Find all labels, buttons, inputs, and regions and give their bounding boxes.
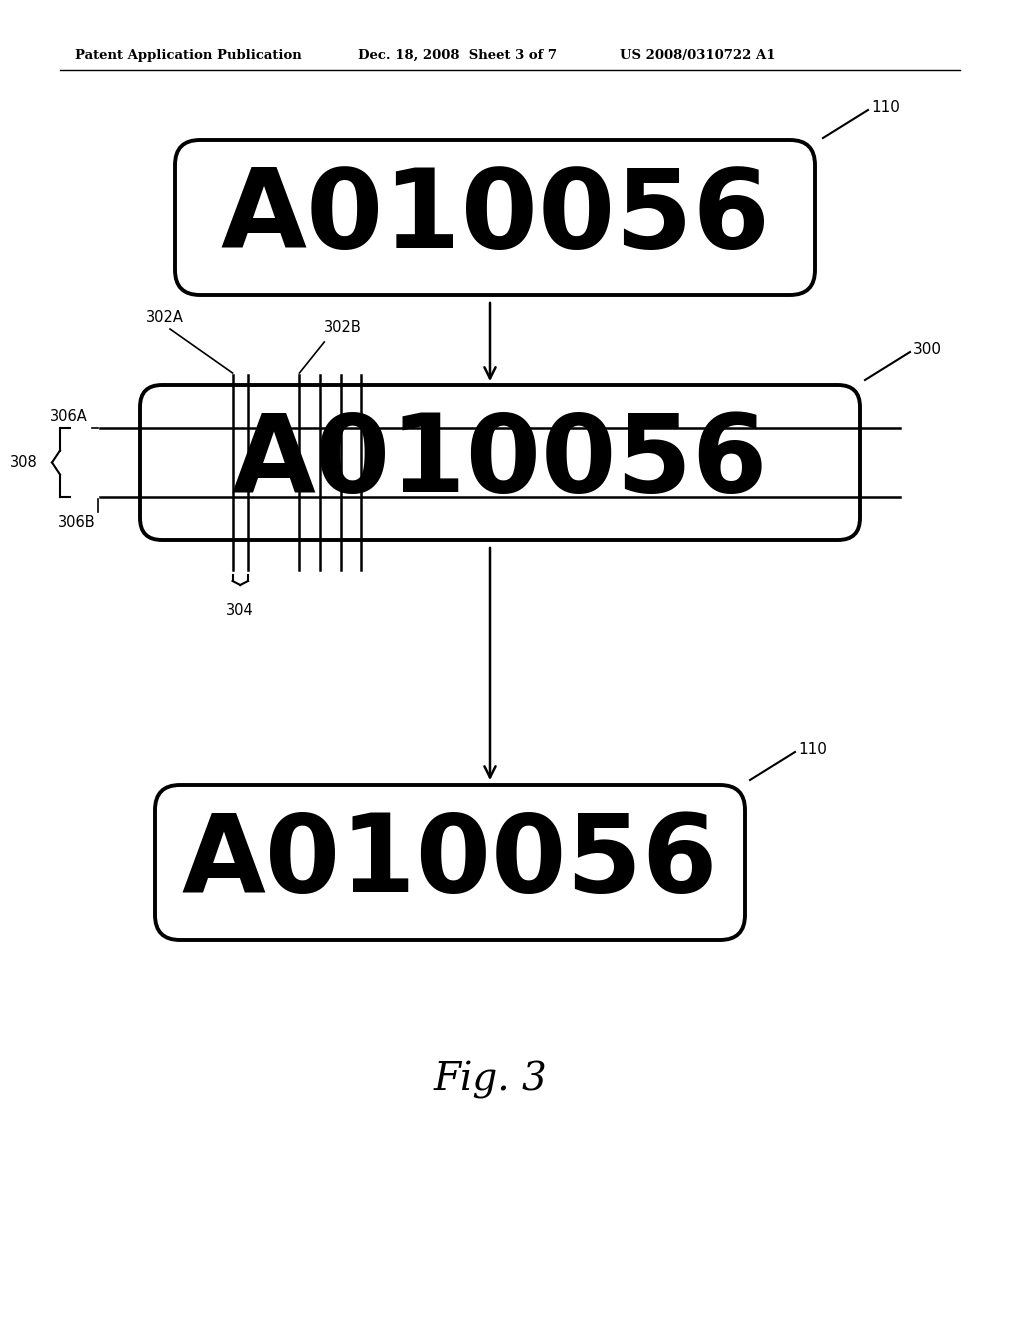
Text: 308: 308	[10, 455, 38, 470]
FancyBboxPatch shape	[155, 785, 745, 940]
Text: 110: 110	[871, 100, 900, 116]
Text: US 2008/0310722 A1: US 2008/0310722 A1	[620, 49, 775, 62]
Text: 306B: 306B	[58, 515, 96, 529]
Text: A010056: A010056	[220, 164, 770, 271]
FancyBboxPatch shape	[175, 140, 815, 294]
Text: Dec. 18, 2008  Sheet 3 of 7: Dec. 18, 2008 Sheet 3 of 7	[358, 49, 557, 62]
Text: 306A: 306A	[50, 409, 88, 425]
Text: 302B: 302B	[325, 321, 362, 335]
Text: Fig. 3: Fig. 3	[433, 1061, 547, 1100]
Text: Patent Application Publication: Patent Application Publication	[75, 49, 302, 62]
Text: 110: 110	[798, 742, 826, 758]
FancyBboxPatch shape	[140, 385, 860, 540]
Text: 304: 304	[226, 603, 254, 618]
Text: A010056: A010056	[231, 409, 768, 516]
Text: A010056: A010056	[181, 809, 718, 916]
Text: 302A: 302A	[146, 309, 184, 325]
Text: 300: 300	[913, 342, 942, 358]
